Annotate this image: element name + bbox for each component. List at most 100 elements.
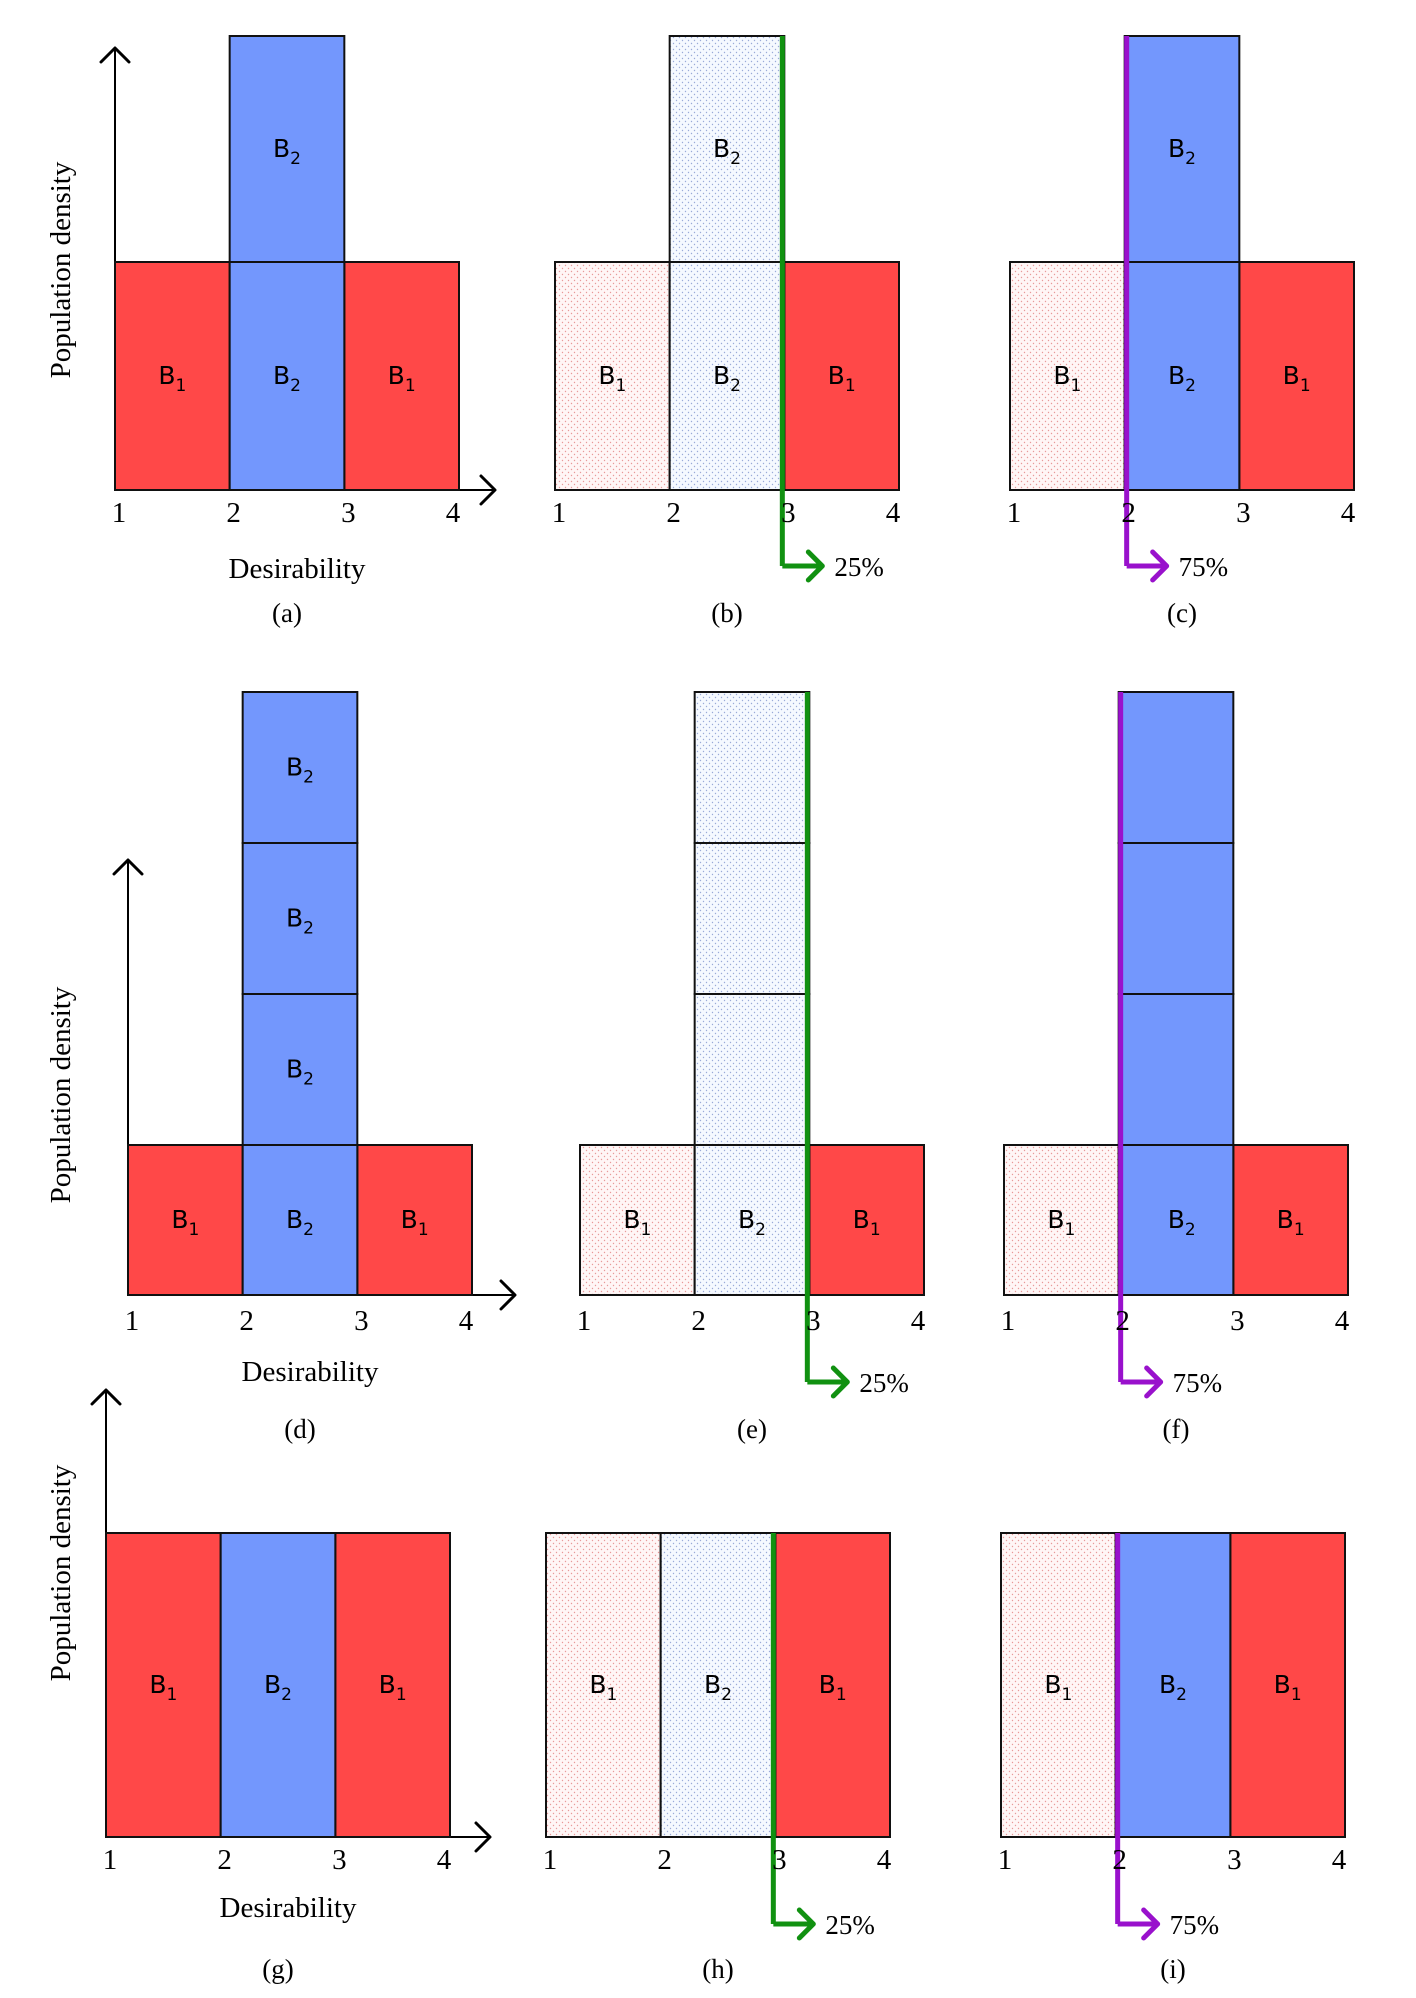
block-right-b1 [1229, 1532, 1347, 1838]
tick-label: 1 [103, 1844, 118, 1876]
tick-label: 3 [354, 1305, 369, 1337]
percent-label: 75% [1179, 552, 1229, 582]
split-arrow-icon [796, 1907, 816, 1941]
block-center-b2 [693, 842, 811, 995]
block-label-b1: B1 [149, 1670, 177, 1705]
block-label-b2: B2 [286, 1055, 314, 1090]
block-label-b2: B2 [1159, 1670, 1187, 1705]
tick-label: 3 [332, 1844, 347, 1876]
block-center-b2 [1123, 35, 1241, 263]
block-left-b1 [127, 1144, 244, 1296]
block-center-b2 [219, 1532, 337, 1838]
tick-label: 3 [341, 497, 356, 529]
block-label-b1: B1 [388, 361, 416, 396]
block-label-b2: B2 [713, 134, 741, 169]
percent-label: 25% [825, 1910, 875, 1940]
block-label-b1: B1 [379, 1670, 407, 1705]
y-axis-label: Population density [45, 161, 77, 378]
block-label-b2: B2 [713, 361, 741, 396]
tick-label: 3 [1227, 1844, 1242, 1876]
panel-caption: (i) [1160, 1954, 1185, 1984]
block-center-b2 [241, 993, 359, 1146]
split-arrow-icon [1144, 1365, 1164, 1399]
tick-label: 4 [877, 1844, 892, 1876]
block-label-b1: B1 [623, 1205, 651, 1240]
block-right-b1 [808, 1144, 925, 1296]
x-axis-arrow-icon [479, 474, 497, 506]
panel-caption: (g) [262, 1954, 293, 1984]
block-right-b1 [774, 1532, 891, 1838]
split-arrow-icon [805, 549, 825, 583]
y-axis-arrow-icon [99, 46, 131, 64]
block-center-b2 [241, 1144, 359, 1296]
tick-label: 4 [1332, 1844, 1347, 1876]
block-center-b2 [228, 35, 346, 263]
block-label-b2: B2 [286, 753, 314, 788]
y-axis-label: Population density [45, 986, 77, 1203]
panel-i: B1 B2 B1 75% 1 2 3 4 (i) [998, 1532, 1347, 1984]
block-center-b2 [1114, 1532, 1232, 1838]
block-label-b1: B1 [1044, 1670, 1072, 1705]
tick-label: 1 [552, 497, 567, 529]
block-center-b2 [241, 691, 359, 844]
percent-label: 25% [834, 552, 884, 582]
tick-label: 1 [577, 1305, 592, 1337]
tick-label: 4 [1341, 497, 1356, 529]
tick-label: 2 [217, 1844, 232, 1876]
block-center-b2 [1117, 842, 1235, 995]
block-label-b1: B1 [1277, 1205, 1305, 1240]
tick-label: 2 [1112, 1844, 1127, 1876]
x-axis-label: Desirability [229, 553, 366, 585]
block-right-b1 [343, 261, 461, 491]
y-axis-arrow-icon [90, 1388, 122, 1406]
tick-label: 4 [1335, 1305, 1350, 1337]
panel-a: B1 B2 B1 B2 1 2 3 4 (a) [112, 35, 461, 628]
block-left-b1 [579, 1144, 696, 1296]
panel-f: B1 B2 B1 75% 1 2 3 4 (f) [1001, 691, 1350, 1444]
block-center-b2 [228, 261, 346, 491]
block-left-b1 [1000, 1532, 1117, 1838]
block-label-b2: B2 [273, 361, 301, 396]
tick-label: 1 [112, 497, 127, 529]
panel-caption: (a) [272, 598, 302, 628]
block-center-b2 [693, 1144, 811, 1296]
tick-label: 2 [666, 497, 681, 529]
block-center-b2 [659, 1532, 777, 1838]
block-center-b2 [1117, 1144, 1235, 1296]
block-label-b1: B1 [589, 1670, 617, 1705]
panel-caption: (e) [737, 1414, 767, 1444]
y-axis-label: Population density [45, 1464, 77, 1681]
block-label-b2: B2 [1168, 361, 1196, 396]
block-left-b1 [545, 1532, 662, 1838]
block-center-b2 [693, 993, 811, 1146]
block-center-b2 [693, 691, 811, 844]
panel-caption: (c) [1167, 598, 1197, 628]
tick-label: 2 [1115, 1305, 1130, 1337]
block-label-b2: B2 [704, 1670, 732, 1705]
block-center-b2 [1123, 261, 1241, 491]
block-label-b2: B2 [738, 1205, 766, 1240]
tick-label: 3 [781, 497, 796, 529]
block-label-b1: B1 [1274, 1670, 1302, 1705]
tick-label: 1 [998, 1844, 1013, 1876]
tick-label: 4 [437, 1844, 452, 1876]
panel-b: B1 B2 B1 B2 25% 1 2 3 4 (b) [552, 35, 901, 628]
tick-label: 4 [911, 1305, 926, 1337]
split-arrow-icon [830, 1365, 850, 1399]
percent-label: 25% [859, 1368, 909, 1398]
tick-label: 4 [446, 497, 461, 529]
block-label-b1: B1 [158, 361, 186, 396]
panel-d: B1 B2 B1 B2 B2 B2 1 2 3 4 (d) [125, 691, 474, 1444]
block-center-b2 [668, 261, 786, 491]
block-label-b2: B2 [264, 1670, 292, 1705]
tick-label: 3 [1236, 497, 1251, 529]
block-right-b1 [334, 1532, 452, 1838]
block-label-b2: B2 [286, 1205, 314, 1240]
block-label-b1: B1 [1283, 361, 1311, 396]
tick-label: 1 [125, 1305, 140, 1337]
block-label-b2: B2 [1168, 1205, 1196, 1240]
y-axis-arrow-icon [112, 858, 144, 876]
percent-label: 75% [1170, 1910, 1220, 1940]
block-label-b1: B1 [1053, 361, 1081, 396]
tick-label: 2 [1121, 497, 1136, 529]
